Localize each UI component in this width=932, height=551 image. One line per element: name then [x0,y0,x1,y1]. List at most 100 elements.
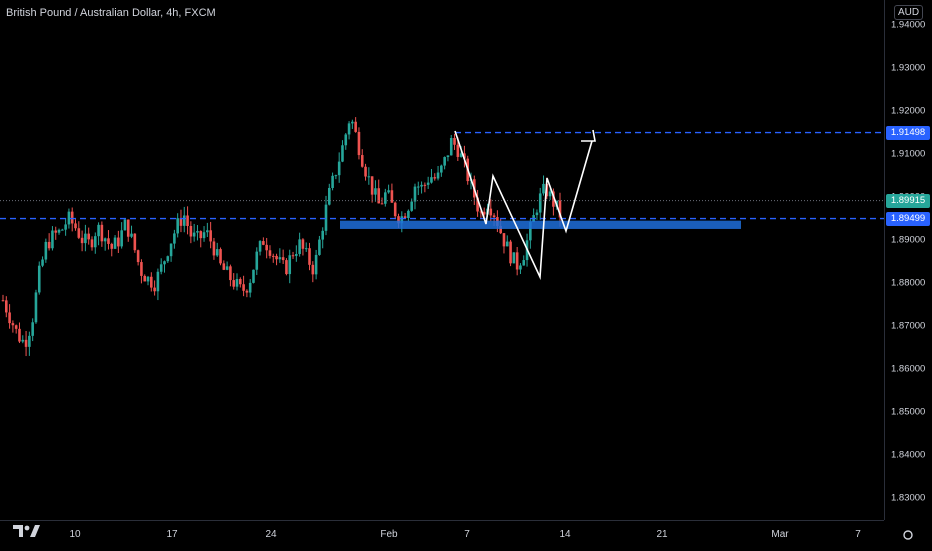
candle-body [120,230,123,247]
candle-body [324,204,328,231]
time-label: 7 [855,529,861,540]
candle-body [291,255,295,257]
settings-gear-icon[interactable] [890,524,926,546]
price-scale[interactable]: 1.940001.930001.920001.910001.900001.890… [884,0,932,520]
candle-body [489,208,493,216]
candle-body [74,223,77,229]
candle-body [232,280,236,287]
candle-body [512,252,516,264]
candle-body [505,241,509,247]
candle-body [110,243,114,249]
candle-body [268,250,272,256]
candle-body [449,137,453,156]
tradingview-logo-icon[interactable] [10,520,44,542]
time-label: 10 [69,529,81,540]
time-label: 21 [656,529,668,540]
candle-body [11,323,15,326]
candle-body [542,183,545,194]
candle-body [64,224,67,230]
time-label: Mar [771,529,789,540]
candle-body [413,186,417,202]
candle-body [37,265,41,293]
candle-body [318,239,321,255]
candle-body [370,176,374,195]
time-label: 17 [166,529,178,540]
price-label: 1.92000 [891,105,926,117]
candle-body [295,254,298,256]
currency-button[interactable]: AUD [894,5,924,20]
candle-body [28,335,31,347]
candle-body [196,231,199,233]
candle-body [136,250,140,263]
candle-body [242,284,245,291]
symbol-title[interactable]: British Pound / Australian Dollar, 4h, F… [6,7,216,19]
candle-body [100,224,104,242]
support-price-tag: 1.89499 [886,211,930,226]
candle-body [107,238,110,244]
candle-body [47,241,51,249]
candle-body [159,264,163,272]
candle-body [97,224,100,237]
candle-body [331,175,334,188]
candle-body [436,172,440,179]
candle-body [255,251,259,270]
candle-body [440,165,443,173]
candle-body [387,190,390,193]
candle-body [130,233,133,237]
candle-body [87,233,90,240]
candle-body [199,231,203,239]
candle-body [337,161,341,176]
price-label: 1.86000 [891,363,926,375]
candle-body [430,177,433,183]
candle-body [456,144,460,157]
candle-body [8,312,11,324]
candle-body [34,292,38,323]
candle-body [61,229,64,231]
candle-body [367,176,371,178]
candle-body [176,218,179,234]
zigzag-pattern-drawing[interactable] [454,130,593,281]
candle-body [67,211,71,225]
candle-body [54,230,58,233]
candle-body [548,191,552,197]
candle-body [344,134,348,146]
price-label: 1.89000 [891,234,926,246]
candle-body [21,339,25,342]
candle-body [262,241,265,245]
price-label: 1.84000 [891,449,926,461]
candle-body [140,262,143,276]
resistance-price-tag: 1.91498 [886,125,930,140]
candle-body [393,202,397,217]
candle-body [90,239,94,248]
candle-body [288,255,292,275]
candle-body [265,244,268,251]
time-label: 24 [265,529,277,540]
candle-body [459,153,463,157]
candle-body [206,230,209,233]
candle-body [41,259,44,266]
candle-body [133,233,137,251]
price-chart[interactable] [0,0,884,520]
candle-body [522,260,526,266]
support-zone-rectangle[interactable] [340,220,741,229]
candle-body [334,175,338,177]
candle-body [380,203,384,205]
candle-body [235,278,239,287]
candle-body [492,215,496,218]
candle-body [400,216,404,224]
chart-area[interactable]: British Pound / Australian Dollar, 4h, F… [0,0,884,520]
candle-body [166,256,170,262]
candle-body [156,271,160,292]
candle-body [169,243,173,257]
candle-body [515,252,519,270]
candle-body [377,188,381,204]
time-label: 14 [559,529,571,540]
time-scale[interactable]: 10 17 24 Feb 7 14 21 Mar 7 [0,520,884,551]
candle-body [252,269,255,283]
candle-body [248,282,252,293]
candle-body [93,236,97,248]
candle-body [298,239,301,255]
candle-body [189,225,193,237]
candle-body [186,215,189,226]
candle-body [202,232,206,239]
